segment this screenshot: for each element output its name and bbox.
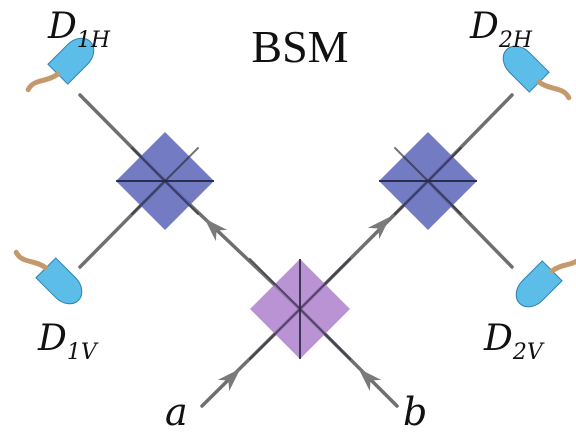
arrow-b [358, 368, 382, 392]
label-d1h-main: D [47, 6, 77, 47]
label-d1h-sub: 1H [77, 28, 111, 53]
label-d2v: D2V [483, 318, 545, 365]
beam-paths [78, 93, 514, 408]
label-d2v-main: D [483, 318, 513, 359]
label-d1v-main: D [37, 318, 67, 359]
label-d2h: D2H [469, 6, 533, 53]
label-input-a: a [165, 390, 188, 434]
label-d2h-sub: 2H [498, 28, 533, 53]
detector-d1v [13, 249, 83, 305]
label-d1v-sub: 1V [67, 340, 99, 365]
arrows [204, 216, 391, 392]
arrow-left-up [204, 218, 228, 242]
detector-d1h [25, 37, 95, 93]
label-input-b: b [403, 390, 427, 434]
diagram-title: BSM [251, 21, 348, 72]
detector-d2v [515, 252, 576, 308]
detector-d2h [502, 45, 572, 101]
label-d2v-sub: 2V [512, 340, 545, 365]
label-d1v: D1V [37, 318, 99, 365]
arrow-a [217, 368, 241, 392]
beam-overlays [131, 147, 462, 360]
arrow-right-up [367, 216, 391, 240]
label-d1h: D1H [47, 6, 111, 53]
label-d2h-main: D [469, 6, 499, 47]
